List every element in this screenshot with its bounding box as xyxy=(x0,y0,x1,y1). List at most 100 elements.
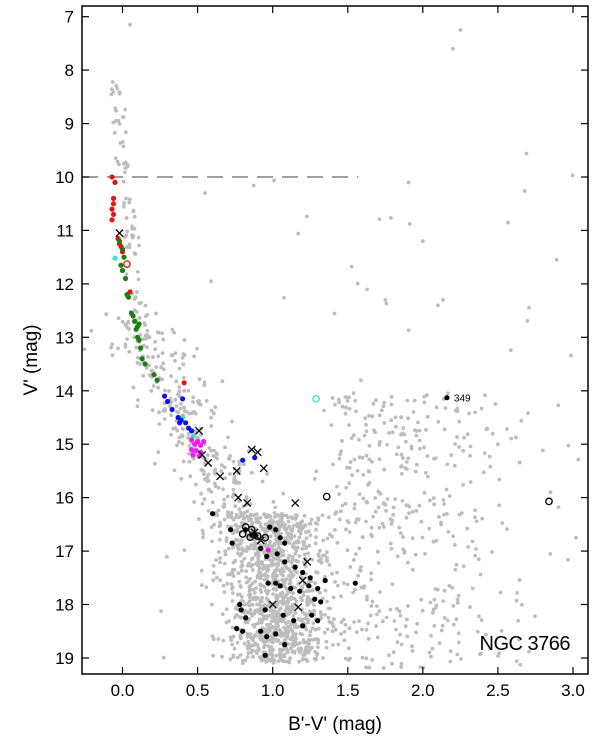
data-point-black-filled xyxy=(315,585,321,592)
field-star xyxy=(144,366,149,370)
field-star xyxy=(274,520,279,525)
field-star xyxy=(162,417,167,421)
field-star xyxy=(289,628,294,632)
field-star xyxy=(279,517,284,522)
field-star xyxy=(228,472,232,476)
field-star xyxy=(389,216,393,220)
field-star xyxy=(330,629,335,634)
field-star xyxy=(315,645,320,650)
field-star xyxy=(359,565,363,569)
field-star xyxy=(229,512,233,517)
field-star xyxy=(276,599,280,603)
field-star xyxy=(268,539,273,544)
field-star xyxy=(414,462,419,467)
field-star xyxy=(318,591,322,595)
field-star xyxy=(482,451,487,455)
field-star xyxy=(331,595,336,600)
field-star xyxy=(239,538,244,542)
field-star xyxy=(222,504,227,509)
field-star xyxy=(384,509,388,513)
field-star xyxy=(484,632,488,637)
field-star xyxy=(468,453,472,458)
data-point-black-filled xyxy=(273,527,279,533)
field-star xyxy=(414,429,419,433)
field-star xyxy=(333,627,338,632)
field-star xyxy=(404,460,409,464)
field-star xyxy=(263,572,268,577)
field-star xyxy=(211,578,216,583)
field-star xyxy=(135,270,140,274)
field-star xyxy=(286,515,290,520)
field-star xyxy=(302,513,307,518)
field-star xyxy=(455,652,460,657)
data-point-black-open xyxy=(246,533,255,542)
field-star xyxy=(221,638,226,643)
field-star xyxy=(177,385,182,389)
field-star xyxy=(475,629,480,634)
field-star xyxy=(168,404,172,408)
field-star xyxy=(367,414,371,418)
field-star xyxy=(199,568,204,573)
field-star xyxy=(258,582,262,587)
field-star xyxy=(289,637,294,641)
field-star xyxy=(497,651,502,655)
field-star xyxy=(224,536,229,540)
field-star xyxy=(287,574,291,578)
field-star xyxy=(454,562,459,567)
data-point-black-filled xyxy=(444,395,450,401)
field-star xyxy=(399,665,404,669)
data-point-black-filled xyxy=(300,569,306,576)
field-star xyxy=(212,411,216,416)
field-star xyxy=(407,511,411,516)
field-star xyxy=(479,406,484,411)
field-star xyxy=(281,513,286,518)
field-star xyxy=(282,654,286,659)
field-star xyxy=(310,626,315,631)
field-star xyxy=(245,620,250,625)
field-star xyxy=(276,541,281,546)
data-point-blue xyxy=(162,393,168,399)
field-star xyxy=(430,646,435,651)
data-point-black-filled xyxy=(318,599,324,605)
field-star xyxy=(276,514,281,518)
field-star xyxy=(431,539,436,544)
field-star xyxy=(473,515,477,520)
field-star xyxy=(253,634,258,638)
field-star xyxy=(182,548,187,552)
field-star xyxy=(405,398,410,403)
field-star xyxy=(265,472,270,476)
field-star xyxy=(374,398,378,403)
field-star xyxy=(297,650,302,655)
field-star xyxy=(381,666,386,670)
data-point-black-filled xyxy=(237,601,243,608)
field-star xyxy=(409,446,414,451)
field-star xyxy=(381,404,386,408)
field-star xyxy=(422,400,427,405)
field-star xyxy=(277,647,282,652)
field-star xyxy=(131,385,136,390)
field-star xyxy=(121,179,126,184)
field-star xyxy=(145,345,149,350)
field-star xyxy=(307,529,311,534)
field-star xyxy=(209,279,214,284)
data-point-black-filled xyxy=(309,612,315,618)
x-axis-title: B'-V' (mag) xyxy=(288,714,382,735)
field-star xyxy=(116,118,121,123)
field-star xyxy=(302,552,307,557)
field-star xyxy=(291,591,296,595)
field-star xyxy=(365,594,369,599)
field-star xyxy=(109,345,113,350)
data-point-black-cross xyxy=(198,450,207,459)
field-star xyxy=(120,319,125,324)
field-star xyxy=(302,651,307,655)
field-star xyxy=(259,658,264,663)
field-star xyxy=(242,603,246,607)
field-star xyxy=(202,497,207,501)
field-star xyxy=(441,498,446,502)
field-star xyxy=(425,414,430,419)
field-star xyxy=(351,391,356,396)
field-star xyxy=(441,599,446,603)
field-star xyxy=(414,433,419,438)
field-star xyxy=(432,502,436,507)
field-star xyxy=(258,599,263,604)
